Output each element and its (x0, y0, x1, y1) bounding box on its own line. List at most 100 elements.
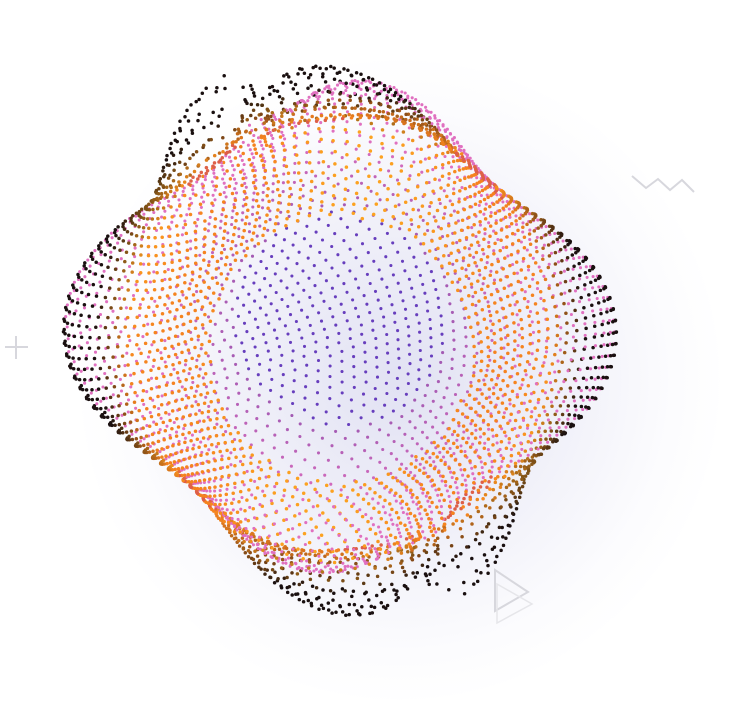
sphere-dot (565, 321, 569, 325)
sphere-dot (538, 437, 543, 442)
sphere-dot (120, 354, 125, 358)
sphere-dot (251, 543, 256, 547)
sphere-dot (420, 430, 425, 434)
sphere-dot (508, 398, 512, 402)
sphere-dot (440, 163, 445, 167)
sphere-dot (350, 106, 354, 111)
sphere-dot (196, 402, 201, 407)
sphere-dot (441, 216, 446, 220)
sphere-dot (583, 283, 587, 287)
sphere-dot (237, 526, 242, 530)
sphere-dot (455, 438, 459, 442)
sphere-dot (447, 224, 451, 228)
sphere-dot (147, 226, 151, 231)
sphere-dot (288, 313, 293, 317)
sphere-dot (315, 402, 319, 406)
sphere-dot (317, 88, 321, 92)
sphere-dot (401, 130, 406, 134)
sphere-dot (151, 310, 156, 314)
sphere-dot (331, 105, 336, 110)
sphere-dot (417, 468, 422, 472)
sphere-dot (520, 335, 525, 340)
sphere-dot (366, 542, 370, 546)
sphere-dot (415, 479, 419, 484)
sphere-dot (588, 388, 592, 392)
sphere-dot (416, 225, 421, 229)
sphere-dot (574, 379, 578, 383)
sphere-dot (591, 309, 595, 313)
sphere-dot (350, 174, 354, 178)
sphere-dot (227, 184, 232, 189)
sphere-dot (136, 441, 140, 445)
sphere-dot (79, 369, 83, 373)
sphere-dot (303, 103, 307, 108)
sphere-dot (367, 79, 371, 83)
sphere-dot (321, 606, 326, 611)
sphere-dot (203, 178, 207, 182)
sphere-dot (515, 395, 520, 399)
sphere-dot (228, 149, 232, 154)
sphere-dot (130, 270, 134, 274)
sphere-dot (572, 256, 576, 261)
sphere-dot (318, 558, 323, 563)
sphere-dot (261, 198, 265, 202)
sphere-dot (80, 278, 84, 282)
sphere-dot (260, 451, 264, 455)
sphere-dot (181, 415, 186, 419)
sphere-dot (456, 248, 460, 253)
sphere-dot (467, 294, 471, 298)
sphere-dot (447, 176, 451, 180)
sphere-dot (79, 346, 84, 350)
sphere-dot (207, 339, 212, 344)
sphere-dot (529, 431, 534, 435)
sphere-dot (185, 465, 189, 469)
sphere-dot (367, 598, 371, 602)
sphere-dot (214, 433, 219, 438)
sphere-dot (200, 470, 205, 474)
sphere-dot (219, 498, 223, 502)
sphere-dot (375, 92, 380, 96)
sphere-dot (587, 268, 592, 273)
sphere-dot (235, 528, 239, 532)
sphere-dot (375, 365, 379, 369)
sphere-dot (565, 331, 569, 335)
sphere-dot (231, 209, 235, 213)
sphere-dot (575, 286, 580, 290)
sphere-dot (371, 212, 376, 217)
sphere-dot (141, 426, 145, 430)
sphere-dot (533, 406, 537, 410)
sphere-dot (388, 533, 393, 537)
sphere-dot (79, 335, 84, 339)
sphere-dot (434, 137, 438, 141)
sphere-dot (527, 314, 531, 319)
sphere-dot (559, 387, 563, 391)
sphere-dot (234, 244, 238, 248)
sphere-dot (154, 422, 159, 427)
sphere-dot (378, 494, 382, 499)
sphere-dot (189, 439, 193, 443)
sphere-dot (558, 348, 562, 352)
sphere-dot (344, 613, 348, 617)
sphere-dot (343, 589, 347, 593)
sphere-dot (474, 303, 478, 307)
sphere-dot (530, 352, 534, 356)
sphere-dot (466, 436, 470, 440)
sphere-dot (477, 230, 481, 234)
sphere-dot (513, 303, 517, 307)
sphere-dot (496, 237, 500, 242)
sphere-dot (539, 371, 543, 375)
sphere-dot (514, 507, 519, 511)
sphere-dot (220, 329, 224, 334)
sphere-dot (226, 396, 230, 400)
sphere-dot (381, 605, 386, 609)
sphere-dot (68, 291, 72, 295)
sphere-dot (258, 140, 262, 144)
sphere-dot (344, 88, 348, 93)
sphere-dot (200, 428, 204, 432)
sphere-dot (354, 233, 359, 237)
sphere-dot (173, 352, 178, 357)
sphere-dot (189, 247, 193, 251)
sphere-dot (253, 317, 257, 321)
sphere-dot (269, 499, 273, 503)
sphere-dot (515, 371, 520, 376)
